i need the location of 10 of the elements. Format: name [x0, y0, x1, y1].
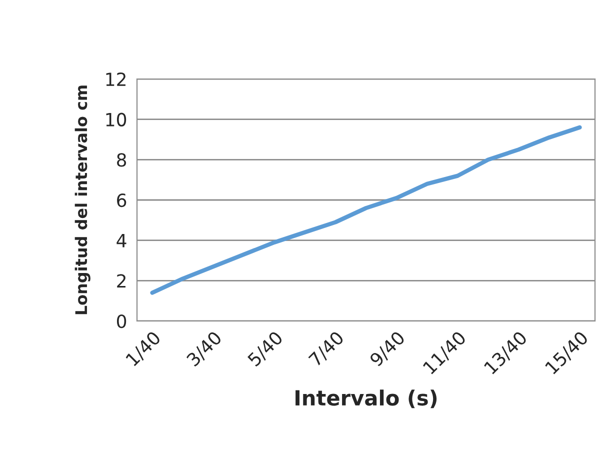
- y-tick-label: 10: [106, 112, 126, 126]
- x-axis-title: Intervalo (s): [296, 390, 437, 408]
- y-tick-label: 6: [117, 193, 126, 208]
- y-tick-label: 4: [116, 234, 126, 248]
- y-axis-title: Longitud del intervalo cm: [74, 86, 90, 314]
- y-tick-label: 8: [117, 153, 126, 167]
- y-tick-label: 0: [116, 314, 126, 328]
- y-tick-label: 2: [117, 274, 126, 288]
- y-tick-label: 12: [106, 72, 126, 86]
- line-series: [150, 125, 582, 295]
